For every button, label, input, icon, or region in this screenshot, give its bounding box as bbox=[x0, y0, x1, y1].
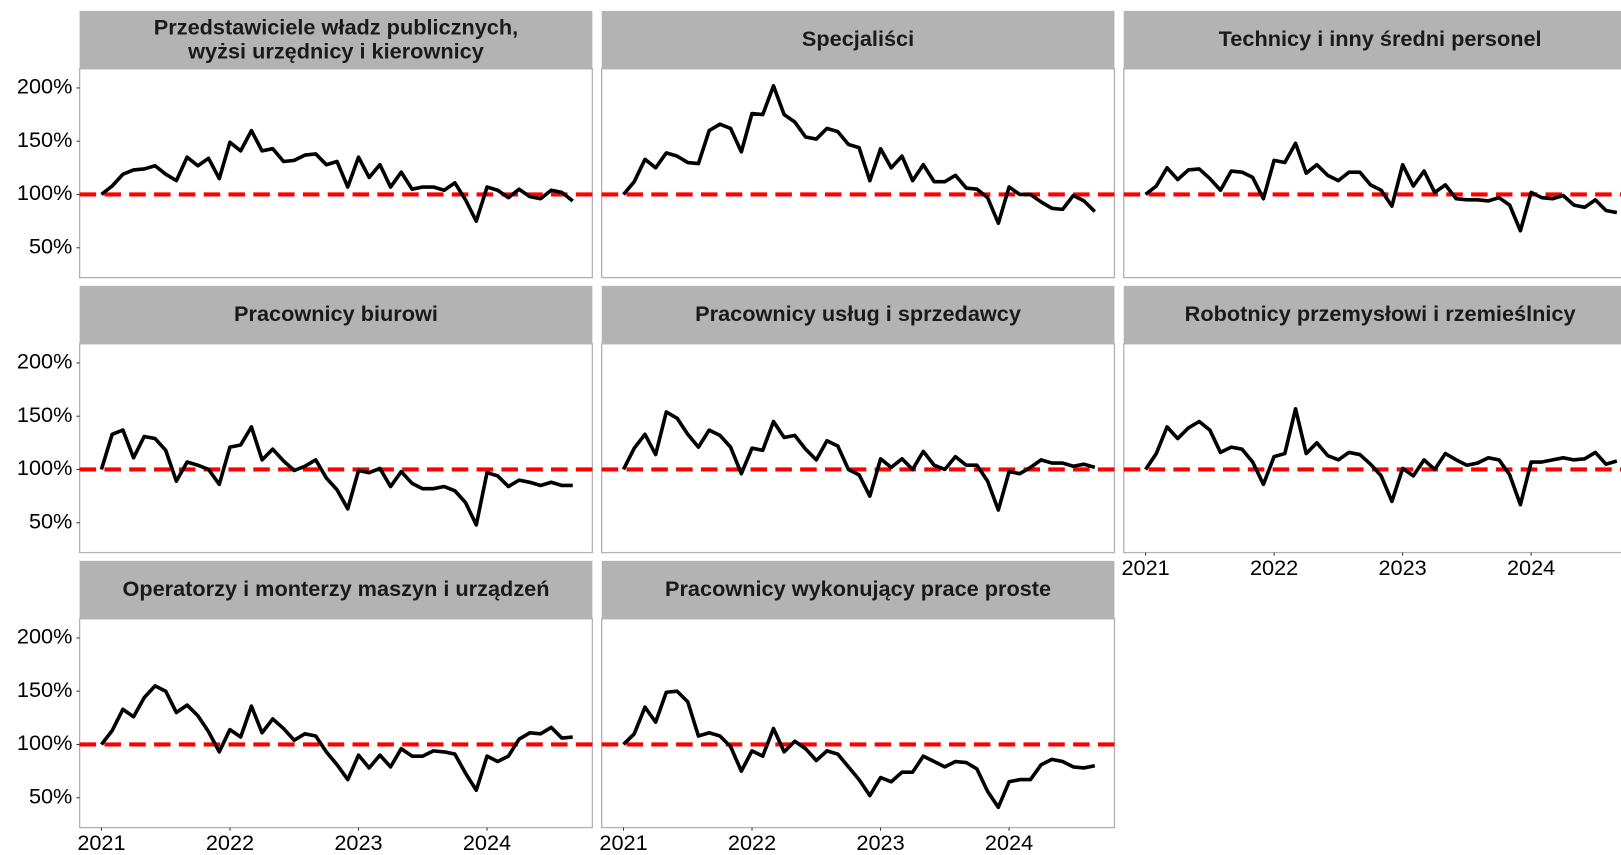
x-tick-label: 2023 bbox=[856, 830, 904, 855]
strip-background bbox=[79, 560, 593, 619]
series-line bbox=[622, 84, 1097, 226]
panel-title: Pracownicy biurowi bbox=[234, 302, 438, 327]
y-tick-label: 50% bbox=[29, 508, 72, 533]
strip-background bbox=[601, 285, 1115, 344]
strip-label-box: Robotnicy przemysłowi i rzemieślnicy bbox=[1184, 302, 1576, 327]
panel-title: Robotnicy przemysłowi i rzemieślnicy bbox=[1184, 302, 1576, 327]
series-line bbox=[100, 128, 574, 223]
x-tick-label: 2024 bbox=[1507, 555, 1555, 580]
strip-background bbox=[601, 10, 1115, 69]
series-line bbox=[99, 425, 573, 527]
x-tick-label: 2022 bbox=[206, 830, 254, 855]
series-line bbox=[621, 410, 1096, 512]
y-tick-label: 100% bbox=[17, 730, 72, 755]
x-tick-label: 2022 bbox=[1250, 555, 1298, 580]
x-tick-label: 2021 bbox=[77, 830, 125, 855]
y-tick-label: 50% bbox=[29, 783, 72, 808]
x-tick-label: 2023 bbox=[1378, 555, 1426, 580]
x-tick-label: 2024 bbox=[985, 830, 1033, 855]
y-tick-label: 150% bbox=[17, 677, 72, 702]
y-tick-label: 200% bbox=[17, 349, 72, 374]
y-tick-label: 200% bbox=[17, 74, 72, 99]
strip-label-box: Specjaliści bbox=[801, 27, 915, 52]
panel-border bbox=[78, 343, 594, 554]
panel-title: Pracownicy wykonujący prace proste bbox=[664, 577, 1052, 602]
x-tick-label: 2021 bbox=[1121, 555, 1169, 580]
panel-title: Technicy i inny średni personel bbox=[1218, 27, 1542, 52]
strip-background bbox=[1123, 285, 1621, 344]
y-tick-label: 200% bbox=[17, 624, 72, 649]
y-tick-label: 150% bbox=[17, 402, 72, 427]
strip-label-box: Pracownicy usług i sprzedawcy bbox=[695, 302, 1021, 327]
x-tick-label: 2023 bbox=[334, 830, 382, 855]
y-tick-label: 50% bbox=[29, 234, 72, 259]
strip-label-box: Pracownicy biurowi bbox=[234, 302, 438, 327]
strip-background bbox=[601, 560, 1115, 619]
panel-border bbox=[1123, 343, 1621, 554]
panel-border bbox=[601, 343, 1116, 554]
panel-title: Pracownicy usług i sprzedawcy bbox=[695, 302, 1021, 327]
y-tick-label: 100% bbox=[17, 455, 72, 480]
panel-border bbox=[78, 618, 594, 829]
series-line bbox=[1144, 141, 1618, 233]
y-tick-label: 100% bbox=[17, 180, 72, 205]
panel-title: Operatorzy i monterzy maszyn i urządzeń bbox=[122, 577, 550, 602]
panel-title: Specjaliści bbox=[801, 27, 915, 52]
x-tick-label: 2021 bbox=[599, 830, 647, 855]
strip-label-box: Przedstawiciele władz publicznych, wyżsi… bbox=[153, 15, 519, 64]
strip-background bbox=[79, 10, 593, 69]
panel-border bbox=[601, 618, 1116, 829]
panel-border bbox=[601, 68, 1116, 279]
series-line bbox=[99, 684, 573, 793]
strip-background bbox=[79, 285, 593, 344]
series-line bbox=[1144, 406, 1618, 507]
panel-border bbox=[78, 68, 594, 279]
x-tick-label: 2024 bbox=[463, 830, 511, 855]
y-tick-label: 150% bbox=[17, 127, 72, 152]
strip-background bbox=[1123, 10, 1621, 69]
series-line bbox=[622, 689, 1096, 810]
strip-label-box: Technicy i inny średni personel bbox=[1218, 27, 1542, 52]
strip-label-box: Operatorzy i monterzy maszyn i urządzeń bbox=[122, 577, 550, 602]
strip-label-box: Pracownicy wykonujący prace proste bbox=[664, 577, 1052, 602]
panel-title: Przedstawiciele władz publicznych, wyżsi… bbox=[153, 15, 519, 64]
panel-border bbox=[1123, 68, 1621, 279]
x-tick-label: 2022 bbox=[728, 830, 776, 855]
